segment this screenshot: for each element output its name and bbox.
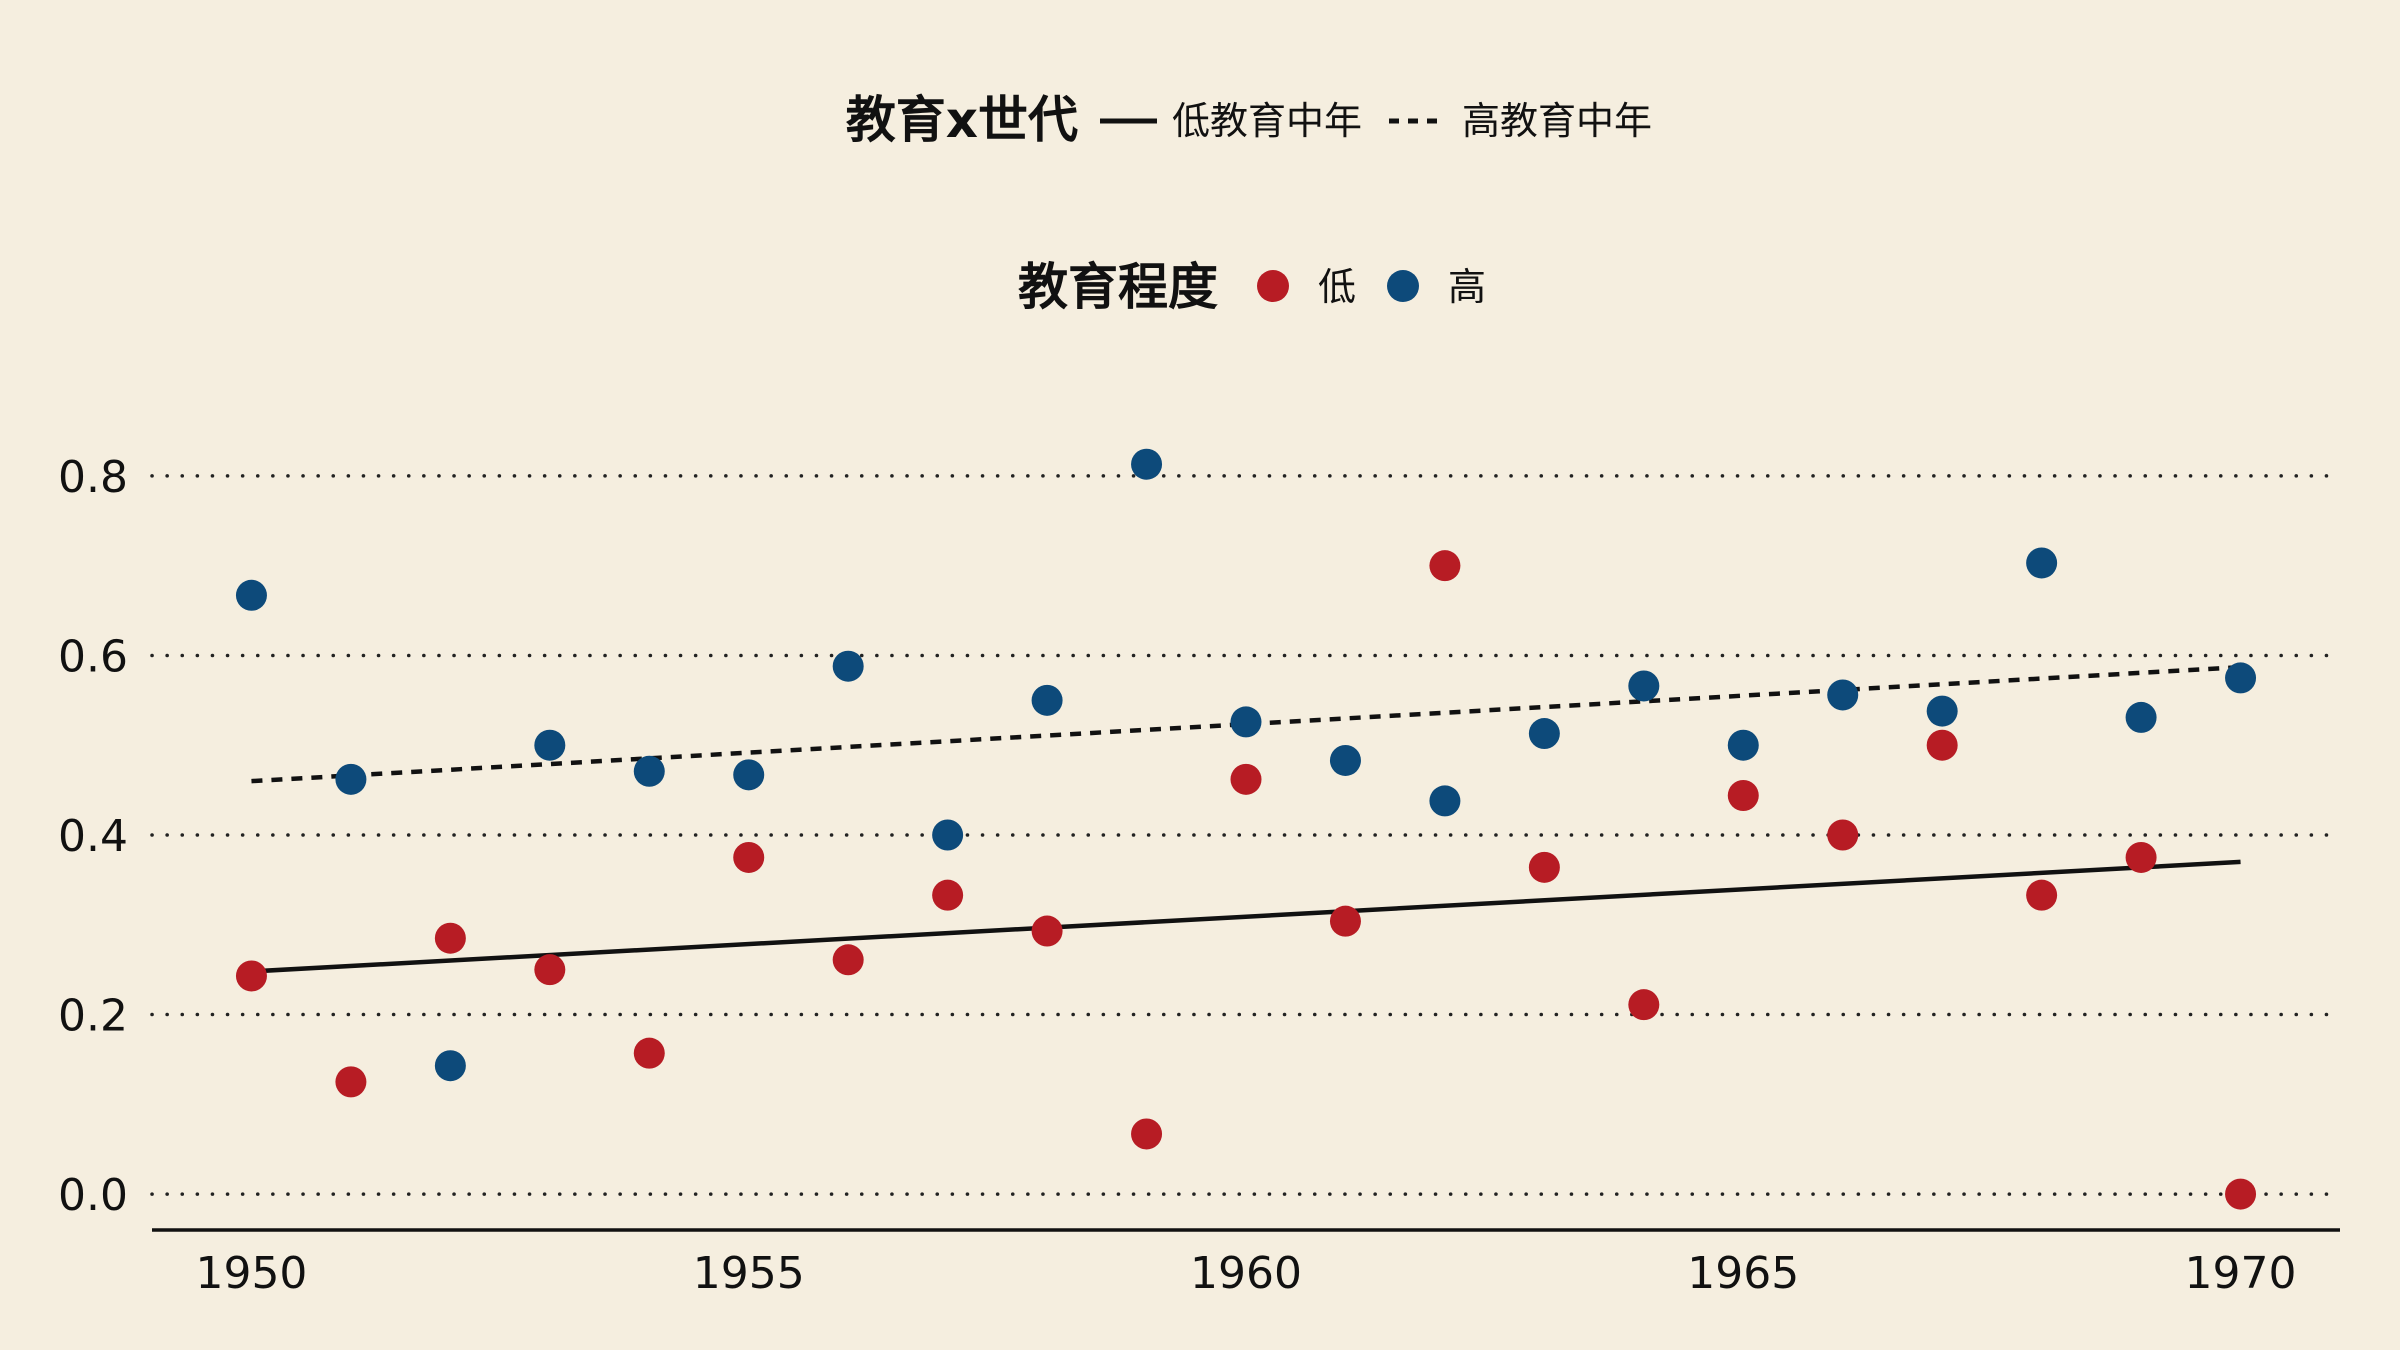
- y-tick-label: 0.6: [58, 631, 128, 682]
- data-point-high: [2026, 547, 2058, 579]
- data-point-high: [832, 650, 864, 682]
- data-point-high: [434, 1050, 466, 1082]
- x-tick-label: 1960: [1190, 1248, 1302, 1299]
- trend-line-high-education: [251, 664, 2241, 784]
- data-point-high: [1827, 679, 1859, 711]
- data-point-low: [235, 960, 267, 992]
- data-point-low: [1131, 1118, 1163, 1150]
- x-tick-label: 1970: [2185, 1248, 2297, 1299]
- data-point-high: [2125, 701, 2157, 733]
- data-point-low: [2026, 879, 2058, 911]
- data-point-low: [2125, 841, 2157, 873]
- data-point-high: [235, 579, 267, 611]
- data-point-high: [534, 729, 566, 761]
- data-point-low: [335, 1066, 367, 1098]
- data-point-high: [1429, 785, 1461, 817]
- y-tick-label: 0.2: [58, 991, 128, 1042]
- y-tick-label: 0.0: [58, 1170, 128, 1221]
- point-legend: 教育程度 低 高: [1018, 258, 1486, 316]
- point-legend-label-high: 高: [1448, 265, 1486, 309]
- data-point-low: [1926, 729, 1958, 761]
- point-legend-swatch-high: [1387, 270, 1419, 302]
- data-point-high: [1926, 695, 1958, 727]
- data-point-low: [1628, 989, 1660, 1021]
- data-point-low: [2225, 1178, 2257, 1210]
- data-point-high: [1230, 706, 1262, 738]
- data-point-low: [932, 879, 964, 911]
- data-point-low: [1727, 780, 1759, 811]
- data-points: [235, 448, 2257, 1210]
- data-point-high: [1031, 684, 1063, 716]
- data-point-low: [1827, 819, 1859, 851]
- x-tick-label: 1955: [693, 1248, 805, 1299]
- line-legend-label-low: 低教育中年: [1172, 99, 1362, 143]
- data-point-high: [733, 759, 765, 791]
- data-point-low: [1329, 905, 1361, 937]
- data-point-low: [534, 954, 566, 986]
- axes: 0.0 0.2 0.4 0.6 0.8 1950 1955 1960 1965 1970: [58, 452, 2340, 1299]
- x-tick-label: 1950: [195, 1248, 307, 1299]
- data-point-high: [2225, 662, 2257, 694]
- data-point-high: [633, 755, 665, 787]
- y-tick-label: 0.8: [58, 452, 128, 503]
- data-point-low: [633, 1037, 665, 1069]
- point-legend-label-low: 低: [1318, 265, 1356, 309]
- data-point-high: [1528, 718, 1560, 750]
- data-point-low: [1429, 550, 1461, 582]
- data-point-low: [832, 944, 864, 976]
- line-legend: 教育x世代 低教育中年 高教育中年: [846, 91, 1652, 149]
- data-point-high: [1329, 744, 1361, 776]
- point-legend-swatch-low: [1257, 270, 1289, 302]
- data-point-high: [1131, 448, 1163, 480]
- trend-line-low-education: [251, 859, 2241, 974]
- point-legend-title: 教育程度: [1018, 258, 1218, 316]
- x-tick-label: 1965: [1687, 1248, 1799, 1299]
- line-legend-label-high: 高教育中年: [1462, 99, 1652, 143]
- data-point-low: [434, 922, 466, 954]
- trend-lines: [251, 664, 2241, 974]
- y-tick-label: 0.4: [58, 811, 128, 862]
- data-point-high: [932, 819, 964, 851]
- data-point-low: [1230, 763, 1262, 795]
- data-point-low: [733, 841, 765, 873]
- data-point-high: [335, 763, 367, 795]
- line-legend-title: 教育x世代: [846, 91, 1078, 149]
- data-point-high: [1628, 670, 1660, 702]
- data-point-low: [1031, 915, 1063, 947]
- data-point-high: [1727, 729, 1759, 761]
- data-point-low: [1528, 851, 1560, 883]
